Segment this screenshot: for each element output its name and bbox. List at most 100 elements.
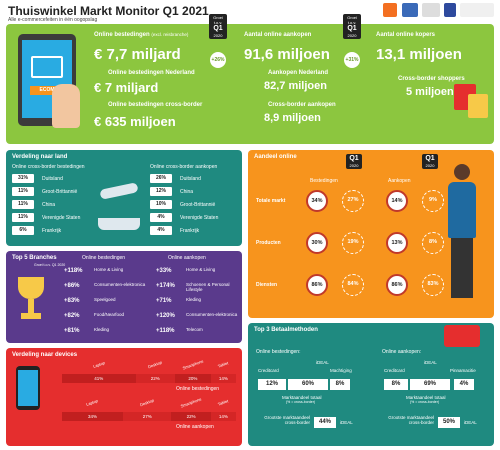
country-purch-row: 10% Groot-Brittannië <box>150 200 240 210</box>
share-value-c: 14% <box>386 190 408 212</box>
share-col2: Aankopen <box>388 178 411 184</box>
share-value-c: 86% <box>386 274 408 296</box>
pay-spend-credit: 12% <box>258 379 286 390</box>
branch-purch-label: Telecom <box>186 327 203 332</box>
branches-purch-title: Online aankopen <box>168 255 206 261</box>
cb-shoppers-label: Cross-border shoppers <box>398 76 465 82</box>
online-spend-note: (excl. reisbranche) <box>151 32 189 37</box>
woman-head <box>454 164 470 180</box>
payment-panel: Top 3 Betaalmethoden Online bestedingen:… <box>248 323 494 446</box>
country-panel: Verdeling naar land Online cross-border … <box>6 150 242 246</box>
pay-purch-credit: 8% <box>384 379 408 390</box>
growth-badge-2: Groei t.o.v. Q1 2020 <box>343 14 361 39</box>
device-spend-device-label: Tablet <box>217 360 230 369</box>
country-purch-country: China <box>180 189 194 195</box>
pay-purch-cb: 50% <box>438 417 460 428</box>
device-spend-device-label: Laptop <box>92 360 106 369</box>
branch-purch-row: +118% Telecom <box>156 326 244 338</box>
airplane-icon <box>99 182 139 200</box>
pay-title: Top 3 Betaalmethoden <box>254 327 318 333</box>
pay-purch-credit-label: Creditcard <box>384 368 405 373</box>
branch-purch-label: Schoenen & Personal Lifestyle <box>186 282 230 292</box>
nl-spend-label: Online bestedingen Nederland <box>108 70 195 76</box>
country-purch-row: 26% Duitsland <box>150 174 240 184</box>
page-subtitle: Alle e-commercefeiten in één oogopslag <box>8 17 98 23</box>
share-badge-1: Q1 2020 <box>346 154 362 169</box>
branch-spend-row: +86% Consumenten-elektronica <box>64 281 152 293</box>
branch-spend-value: +81% <box>64 328 80 334</box>
woman-body <box>448 182 476 238</box>
growth-badge-2-label: Groei t.o.v. <box>347 15 357 25</box>
branch-purch-value: +174% <box>156 283 175 289</box>
branch-spend-label: Food/Nearfood <box>94 312 125 317</box>
device-purch-device-label: Smartphone <box>180 396 203 409</box>
pay-spend-cb: 44% <box>314 417 336 428</box>
country-spend-country: Duitsland <box>42 176 63 182</box>
green-kpi-panel: ECOM Online bestedingen (excl. reisbranc… <box>6 14 494 144</box>
share-row-label: Diensten <box>256 282 278 288</box>
share-col1: Bestedingen <box>310 178 338 184</box>
device-purch-segment: 22% <box>186 414 196 419</box>
share-badge-2: Q1 2020 <box>422 154 438 169</box>
country-spend-row: 11% Groot-Brittannië <box>12 187 102 197</box>
pay-spend-ideal-label: iDEAL <box>316 360 329 365</box>
growth-badge-2-year: 2020 <box>347 33 357 38</box>
devices-panel: Verdeling naar devices Laptop Desktop Smar… <box>6 348 242 446</box>
branch-spend-label: Home & Living <box>94 267 124 272</box>
branches-sub: Groei t.o.v. Q1 2020 <box>34 263 66 267</box>
country-spend-value: 6% <box>12 226 34 235</box>
country-purch-row: 4% Verenigde Staten <box>150 213 240 223</box>
country-purch-country: Frankrijk <box>180 228 200 234</box>
country-spend-value: 11% <box>12 200 34 209</box>
device-spend-segment: 14% <box>210 374 236 383</box>
branch-purch-label: Kleding <box>186 297 202 302</box>
share-value-a: 34% <box>306 190 328 212</box>
share-value-c: 13% <box>386 232 408 254</box>
country-spend-title: Online cross-border bestedingen <box>12 164 85 170</box>
country-spend-country: Groot-Brittannië <box>42 189 78 195</box>
device-spend-segment: 20% <box>188 376 198 381</box>
cb-spend-value: € 635 miljoen <box>94 114 176 129</box>
tablet-illustration: ECOM <box>18 34 76 126</box>
pay-purch-market-note: (% = cross-border) <box>410 400 440 404</box>
growth-badge-1-year: 2020 <box>213 33 223 38</box>
pay-purch-pin-label: Pinnamacitie <box>450 368 476 373</box>
purch-cb-value: 8,9 miljoen <box>264 112 321 124</box>
cart-icon <box>31 56 63 78</box>
online-spend-label: Online bestedingen <box>94 32 150 38</box>
purch-nl-label: Aankopen Nederland <box>268 70 329 76</box>
trophy-icon <box>18 277 44 299</box>
pay-spend-credit-label: Creditcard <box>258 368 279 373</box>
device-purch-device-label: Laptop <box>85 398 100 407</box>
share-value-d: 9% <box>422 190 444 212</box>
branch-purch-row: +33% Home & Living <box>156 266 244 278</box>
country-purch-value: 12% <box>150 187 172 196</box>
pay-spend-largest-label: Grootste marktaandeel cross-border <box>264 415 310 425</box>
country-spend-country: Frankrijk <box>42 228 62 234</box>
device-spend-device-label: Desktop <box>147 359 164 370</box>
cb-shoppers-value: 5 miljoen <box>406 86 454 98</box>
partner-logo-2 <box>422 3 440 17</box>
country-spend-country: China <box>42 202 56 208</box>
pay-purch-cb-method: iDEAL <box>464 420 477 425</box>
country-spend-row: 11% China <box>12 200 102 210</box>
branches-title: Top 5 Branches <box>12 255 57 261</box>
branch-purch-label: Consumenten-elektronica <box>186 312 238 317</box>
branches-panel: Top 5 Branches Groei t.o.v. Q1 2020 Onli… <box>6 251 242 343</box>
branches-spend-title: Online bestedingen <box>82 255 126 261</box>
share-badge-1-q: Q1 <box>349 155 359 162</box>
share-value-d: 83% <box>422 274 444 296</box>
pay-spend-machtiging: 8% <box>330 379 350 390</box>
branch-spend-label: Kleding <box>94 327 110 332</box>
device-spend-label: Online bestedingen <box>176 386 220 392</box>
smartphone-screen <box>18 370 38 406</box>
pay-purch-ideal-label: iDEAL <box>424 360 437 365</box>
branch-purch-value: +120% <box>156 313 175 319</box>
branch-purch-row: +174% Schoenen & Personal Lifestyle <box>156 281 244 293</box>
buyers-label: Aantal online kopers <box>376 32 436 38</box>
country-purch-value: 10% <box>150 200 172 209</box>
cb-spend-label: Online bestedingen cross-border <box>108 102 203 108</box>
growth-spend: +26% <box>210 52 226 68</box>
branch-spend-row: +118% Home & Living <box>64 266 152 278</box>
page-title: Thuiswinkel Markt Monitor Q1 2021 <box>8 4 209 18</box>
